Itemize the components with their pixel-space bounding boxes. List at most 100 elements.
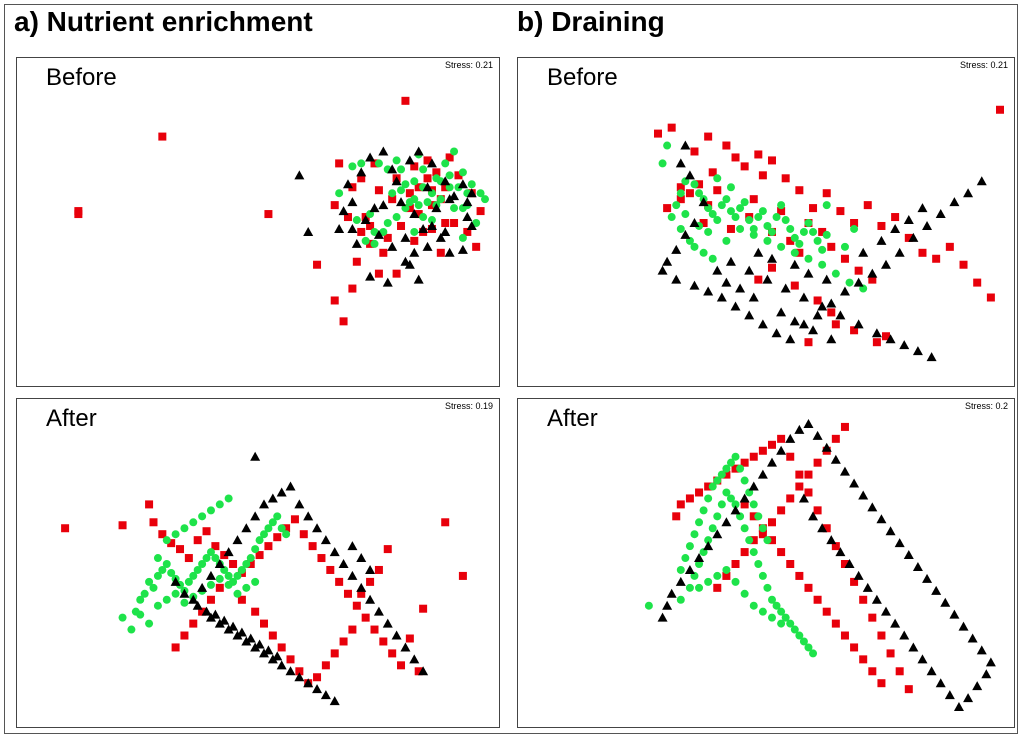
triangle-point (803, 418, 814, 428)
square-point (352, 257, 361, 266)
circle-point (644, 601, 653, 610)
square-point (374, 269, 383, 278)
circle-point (754, 560, 763, 568)
triangle-point (853, 319, 864, 329)
triangle-point (703, 541, 714, 551)
square-point (383, 545, 392, 554)
square-point (749, 512, 758, 521)
triangle-point (391, 176, 402, 186)
square-point (895, 667, 904, 676)
triangle-point (267, 654, 278, 664)
triangle-point (794, 424, 805, 434)
triangle-point (365, 564, 376, 574)
circle-point (722, 565, 731, 574)
triangle-point (684, 564, 695, 574)
section-title-b: b) Draining (517, 6, 665, 37)
square-point (850, 577, 859, 586)
triangle-point (409, 209, 420, 219)
circle-point (401, 180, 410, 189)
square-point (850, 219, 859, 227)
triangle-point (862, 582, 873, 592)
triangle-point (912, 561, 923, 571)
circle-point (722, 236, 731, 245)
triangle-point (753, 247, 764, 257)
square-point (472, 242, 481, 251)
circle-point (472, 219, 481, 227)
square-point (781, 174, 790, 183)
triangle-point (272, 651, 283, 661)
triangle-point (365, 594, 376, 604)
circle-point (754, 512, 763, 521)
circle-point (704, 494, 713, 503)
circle-point (722, 464, 731, 473)
triangle-point (721, 277, 732, 287)
triangle-point (457, 244, 468, 254)
circle-point (763, 583, 772, 592)
circle-point (180, 598, 189, 607)
panel-label: Before (547, 64, 618, 91)
triangle-point (338, 206, 349, 216)
circle-point (695, 189, 704, 198)
square-point (818, 227, 827, 236)
triangle-point (250, 451, 261, 461)
triangle-point (949, 197, 960, 207)
circle-point (790, 625, 799, 634)
circle-point (224, 580, 233, 589)
stress-value: Stress: 0.2 (964, 401, 1008, 411)
triangle-point (808, 325, 819, 335)
triangle-point (917, 654, 928, 664)
triangle-point (680, 229, 691, 239)
circle-point (476, 189, 485, 198)
circle-point (845, 278, 854, 287)
circle-point (242, 560, 251, 568)
circle-point (722, 488, 731, 497)
square-point (877, 631, 886, 640)
triangle-point (657, 612, 668, 622)
triangle-point (821, 442, 832, 452)
square-point (410, 236, 419, 245)
triangle-point (744, 265, 755, 275)
circle-point (242, 583, 251, 592)
triangle-point (976, 176, 987, 186)
triangle-point (657, 265, 668, 275)
circle-point (713, 216, 722, 225)
square-point (731, 153, 740, 162)
triangle-point (457, 179, 468, 189)
triangle-point (440, 226, 451, 236)
triangle-point (259, 648, 269, 658)
square-point (61, 524, 70, 533)
triangle-point (744, 310, 755, 320)
square-point (795, 482, 804, 491)
square-point (198, 607, 207, 616)
circle-point (145, 577, 154, 586)
square-point (722, 141, 731, 150)
circle-point (713, 571, 722, 580)
square-point (863, 201, 872, 210)
panel-a-after: After Stress: 0.19 (16, 398, 500, 728)
circle-point (731, 577, 740, 586)
triangle-point (365, 152, 376, 162)
triangle-point (789, 316, 800, 326)
square-point (405, 634, 414, 643)
square-point (840, 254, 849, 263)
triangle-point (334, 223, 345, 233)
triangle-point (201, 606, 212, 616)
square-point (790, 281, 799, 290)
triangle-point (329, 547, 340, 557)
triangle-point (356, 553, 367, 563)
square-point (321, 661, 330, 670)
square-point (357, 227, 366, 236)
triangle-point (675, 576, 686, 586)
triangle-point (666, 588, 677, 598)
square-point (731, 560, 740, 568)
circle-point (713, 512, 722, 521)
circle-point (813, 236, 822, 245)
square-point (397, 661, 406, 670)
circle-point (731, 500, 740, 509)
square-point (357, 174, 366, 183)
square-point (786, 452, 795, 461)
square-point (370, 625, 379, 634)
triangle-point (890, 223, 901, 233)
square-point (768, 518, 776, 527)
circle-point (357, 159, 366, 168)
